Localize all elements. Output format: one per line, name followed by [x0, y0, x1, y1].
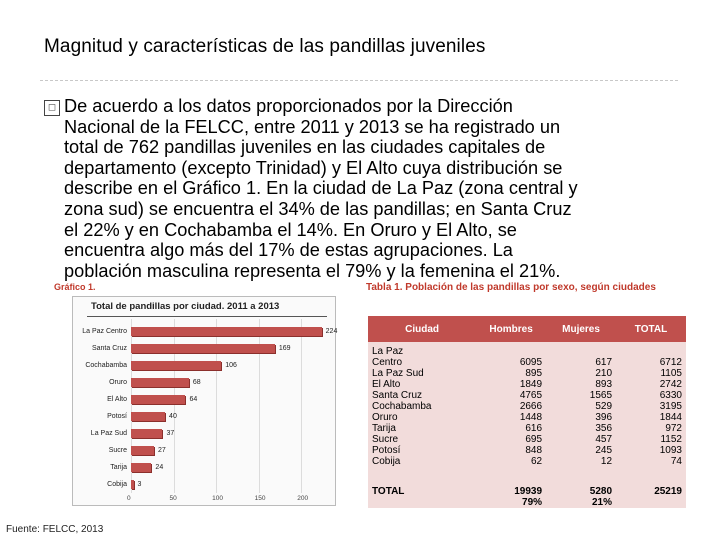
body-line: encuentra algo más del 17% de estas agru… — [64, 240, 513, 261]
header-hombres: Hombres — [476, 316, 547, 342]
header-total: TOTAL — [616, 316, 686, 342]
bar-value-label: 169 — [278, 345, 291, 352]
body-line: describe en el Gráfico 1. En la ciudad d… — [64, 178, 578, 199]
chart-caption: Gráfico 1. — [54, 282, 96, 292]
x-tick-label: 50 — [169, 495, 177, 502]
chart-gridline — [258, 319, 260, 493]
total-hombres: 19939 — [476, 486, 547, 497]
population-table-image: Tabla 1. Población de las pandillas por … — [360, 280, 690, 540]
checkbox-bullet-icon: ◻ — [44, 100, 60, 116]
bar — [131, 412, 166, 421]
bar — [131, 480, 134, 489]
bar-category-label: Potosí — [107, 413, 127, 420]
bar-value-label: 224 — [325, 328, 338, 335]
chart-gridline — [301, 319, 303, 493]
chart-title-underline — [87, 316, 327, 317]
title-divider — [40, 80, 678, 81]
x-tick-label: 0 — [127, 495, 131, 502]
percent-total-empty — [616, 497, 686, 508]
total-total: 25219 — [616, 486, 686, 497]
x-tick-label: 200 — [297, 495, 309, 502]
mujeres-column: 617 210 893 1565 529 396 356 457 245 12 — [546, 342, 617, 486]
x-tick-label: 100 — [212, 495, 223, 502]
bar — [131, 463, 152, 472]
bar-chart-image: Gráfico 1. Total de pandillas por ciudad… — [40, 276, 340, 536]
total-label: TOTAL — [368, 486, 477, 497]
bar-value-label: 106 — [225, 362, 237, 369]
table-percent-row: 79% 21% — [368, 497, 686, 508]
bar — [131, 429, 163, 438]
bar-value-label: 27 — [157, 447, 166, 454]
percent-mujeres: 21% — [546, 497, 617, 508]
body-line: departamento (excepto Trinidad) y El Alt… — [64, 157, 563, 178]
bar-category-label: Cochabamba — [85, 362, 127, 369]
bar — [131, 395, 186, 404]
bar-category-label: Santa Cruz — [91, 345, 127, 352]
chart-title: Total de pandillas por ciudad. 2011 a 20… — [91, 301, 280, 312]
bar — [131, 327, 322, 336]
bar-value-label: 24 — [155, 464, 164, 471]
table-body-row: La Paz Centro La Paz Sud El Alto Santa C… — [368, 342, 686, 486]
ciudad-column: La Paz Centro La Paz Sud El Alto Santa C… — [368, 342, 477, 486]
population-table: Ciudad Hombres Mujeres TOTAL La Paz Cent… — [368, 316, 686, 508]
percent-hombres: 79% — [476, 497, 547, 508]
bar — [131, 378, 189, 387]
bar-category-label: Tarija — [110, 464, 127, 471]
body-line: Nacional de la FELCC, entre 2011 y 2013 … — [64, 116, 561, 137]
bar-category-label: Sucre — [108, 447, 127, 454]
table-header-row: Ciudad Hombres Mujeres TOTAL — [368, 316, 686, 342]
body-line: población masculina representa el 79% y … — [64, 260, 561, 281]
hombres-column: 6095 895 1849 4765 2666 1448 616 695 848… — [476, 342, 547, 486]
table-total-row: TOTAL 19939 5280 25219 — [368, 486, 686, 497]
bar-category-label: El Alto — [107, 396, 127, 403]
chart-gridline — [216, 319, 218, 493]
total-column: 6712 1105 2742 6330 3195 1844 972 1152 1… — [616, 342, 686, 486]
chart-gridline — [173, 319, 175, 493]
table-source: Fuente: FELCC, 2013 — [6, 524, 104, 535]
body-paragraph: De acuerdo a los datos proporcionados po… — [64, 96, 694, 281]
bar-value-label: 40 — [169, 413, 177, 420]
bar-category-label: La Paz Centro — [82, 328, 127, 335]
bar — [131, 361, 222, 370]
header-mujeres: Mujeres — [546, 316, 617, 342]
body-line: el 22% y en Cochabamba el 14%. En Oruro … — [64, 219, 517, 240]
body-line: total de 762 pandillas juveniles en las … — [64, 137, 546, 158]
bar-value-label: 64 — [189, 396, 198, 403]
header-ciudad: Ciudad — [368, 316, 477, 342]
total-mujeres: 5280 — [546, 486, 617, 497]
table-caption: Tabla 1. Población de las pandillas por … — [366, 282, 656, 293]
percent-label-empty — [368, 497, 477, 508]
x-tick-label: 150 — [254, 495, 266, 502]
bar-value-label: 37 — [166, 430, 175, 437]
bar-category-label: Cobija — [107, 481, 127, 488]
bar — [131, 344, 275, 353]
body-line: zona sud) se encuentra el 34% de las pan… — [64, 198, 572, 219]
slide-title: Magnitud y características de las pandil… — [44, 36, 486, 57]
body-line: De acuerdo a los datos proporcionados po… — [64, 96, 513, 116]
bar-value-label: 68 — [192, 379, 201, 386]
chart-gridline — [131, 319, 132, 493]
chart-frame: Total de pandillas por ciudad. 2011 a 20… — [72, 296, 338, 506]
bar — [131, 446, 154, 455]
bar-category-label: La Paz Sud — [90, 430, 127, 437]
bar-value-label: 3 — [137, 481, 142, 488]
bar-category-label: Oruro — [109, 379, 127, 386]
